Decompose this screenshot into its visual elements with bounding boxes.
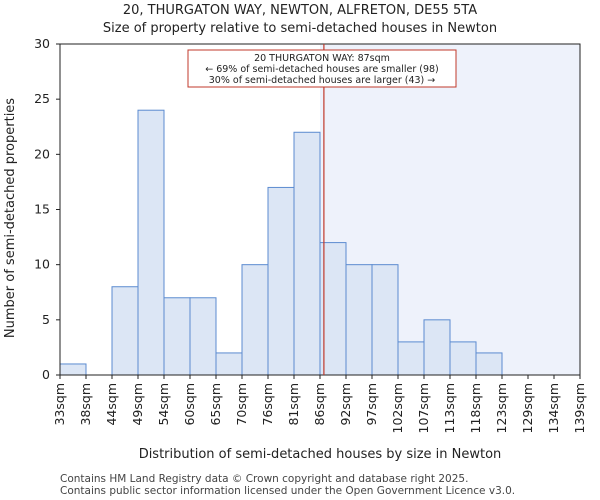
plot-frame	[59, 43, 581, 376]
y-axis-label: Number of semi-detached properties	[3, 98, 18, 338]
x-tick-label: 92sqm	[338, 383, 353, 426]
annotation-line1: 20 THURGATON WAY: 87sqm	[254, 53, 390, 64]
y-axis-ticks: 0 5 10 15 20 25 30	[34, 36, 60, 382]
x-tick-label: 65sqm	[208, 383, 223, 426]
x-tick-label: 76sqm	[260, 383, 275, 426]
x-tick-label: 70sqm	[234, 383, 249, 426]
y-tick-label: 25	[34, 91, 50, 106]
y-tick-label: 5	[42, 312, 50, 327]
y-tick-label: 30	[34, 36, 50, 51]
y-tick-label: 0	[42, 367, 50, 382]
x-tick-label: 86sqm	[312, 383, 327, 426]
y-tick-label: 10	[34, 257, 50, 272]
footer-line2: Contains public sector information licen…	[60, 485, 516, 497]
x-tick-label: 38sqm	[78, 383, 93, 426]
bar-113sqm	[449, 341, 477, 376]
bar-33sqm	[59, 363, 87, 376]
footer-line1: Contains HM Land Registry data © Crown c…	[60, 473, 469, 485]
x-tick-label: 33sqm	[52, 383, 67, 426]
chart-title-line1: 20, THURGATON WAY, NEWTON, ALFRETON, DE5…	[123, 3, 477, 18]
x-tick-label: 139sqm	[572, 383, 587, 433]
x-tick-label: 134sqm	[546, 383, 561, 433]
x-tick-label: 129sqm	[520, 383, 535, 433]
annotation-line3: 30% of semi-detached houses are larger (…	[209, 75, 436, 86]
annotation-box: 20 THURGATON WAY: 87sqm ← 69% of semi-de…	[187, 49, 457, 88]
x-tick-label: 60sqm	[182, 383, 197, 426]
x-tick-label: 113sqm	[442, 383, 457, 433]
x-tick-label: 118sqm	[468, 383, 483, 433]
bar-107sqm	[423, 319, 451, 376]
x-axis-label: Distribution of semi-detached houses by …	[139, 447, 502, 462]
x-tick-label: 97sqm	[364, 383, 379, 426]
x-tick-label: 107sqm	[416, 383, 431, 433]
x-tick-label: 81sqm	[286, 383, 301, 426]
bar-49sqm	[137, 109, 165, 376]
annotation-frame	[187, 49, 457, 88]
bar-81sqm	[293, 131, 321, 376]
x-tick-label: 49sqm	[130, 383, 145, 426]
bar-44sqm	[111, 286, 139, 376]
bar-70sqm	[241, 264, 269, 376]
annotation-line2: ← 69% of semi-detached houses are smalle…	[205, 64, 439, 75]
bar-97sqm	[371, 264, 399, 376]
bar-65sqm	[215, 352, 243, 376]
bar-60sqm	[189, 297, 217, 376]
y-tick-label: 20	[34, 146, 50, 161]
x-tick-label: 102sqm	[390, 383, 405, 433]
chart-title-line2: Size of property relative to semi-detach…	[103, 21, 497, 36]
y-tick-label: 15	[34, 202, 50, 217]
bar-102sqm	[397, 341, 425, 376]
bar-54sqm	[163, 297, 191, 376]
bar-118sqm	[475, 352, 503, 376]
x-axis-ticks: 33sqm 38sqm 44sqm 49sqm 54sqm 60sqm 65sqm 70sqm…	[52, 375, 587, 433]
bar-76sqm	[267, 186, 295, 376]
x-tick-label: 54sqm	[156, 383, 171, 426]
x-tick-label: 44sqm	[104, 383, 119, 426]
bar-92sqm	[345, 264, 373, 376]
x-tick-label: 123sqm	[494, 383, 509, 433]
